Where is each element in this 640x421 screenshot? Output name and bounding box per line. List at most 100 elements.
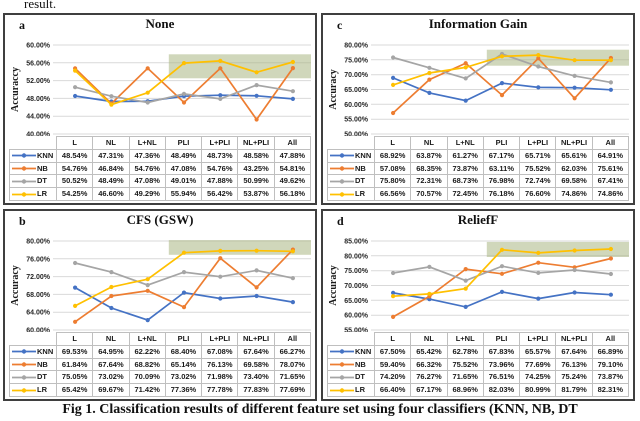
series-name: KNN [37,346,54,356]
data-point-marker [572,73,577,78]
y-tick-label: 85.00% [344,239,369,246]
table-cell: 71.65% [273,370,312,385]
table-cell: 65.71% [519,148,557,163]
column-header: L+PLI [201,332,239,346]
table-cell: 76.51% [482,370,521,385]
table-cell: 69.58% [555,174,593,189]
table-row: DT 75.80% 72.31% 68.73% 76.98% 72.74% 69.58% 67… [327,174,630,189]
table-cell: 79.10% [591,357,630,372]
panel-d: d ReliefF Accuracy 85.00% 80.00% 75.00% 70.0… [321,209,635,401]
line-chart: Accuracy 80.00% 75.00% 70.00% 65.00% 60.00% 55… [328,43,629,139]
table-cell: 68.35% [410,161,448,176]
blank-cell [328,333,375,346]
data-point-marker [572,248,577,253]
data-point-marker [536,64,541,69]
table-cell: 74.25% [519,370,557,385]
data-point-marker [463,61,468,66]
data-point-marker [254,285,259,290]
data-point-marker [145,288,150,293]
table-cell: 72.31% [410,174,448,189]
table-cell: 66.89% [591,344,630,359]
data-point-marker [608,256,613,261]
table-cell: 76.27% [410,370,448,385]
data-point-marker [145,283,150,288]
series-name: LR [355,385,365,395]
column-header: NL+PLI [237,332,275,346]
table-header-row: L NL L+NL PLI L+PLI NL+PLI All [10,332,312,346]
legend-key-icon [12,179,36,184]
data-point-marker [254,93,259,98]
data-point-marker [109,293,114,299]
legend-cell: NB [9,161,57,176]
data-point-marker [254,293,259,299]
legend-key-icon [12,387,36,393]
table-cell: 55.94% [164,187,203,201]
data-point-marker [499,93,505,98]
column-header: L+PLI [519,332,557,346]
data-point-marker [499,264,505,269]
table-cell: 76.98% [482,174,521,189]
table-cell: 65.57% [519,344,557,359]
figure-1-panels: a None Accuraccy 60.00% 56.00% 52.00% 48.00%… [3,13,635,401]
table-row: LR 65.42% 69.67% 71.42% 77.36% 77.78% 77.83% 77… [9,383,312,397]
data-point-marker [427,77,432,82]
series-name: LR [37,189,47,199]
table-cell: 76.13% [201,357,239,372]
table-cell: 54.76% [128,161,166,176]
table-cell: 68.40% [164,344,203,359]
data-point-marker [391,314,396,319]
chart-title: ReliefF [457,212,499,227]
panel-letter: b [19,214,26,228]
series-name: NB [355,359,366,369]
column-header: L [373,332,412,346]
table-cell: 63.87% [410,148,448,163]
y-tick-label: 55.00% [344,117,369,124]
y-tick-label: 56.00% [26,60,51,67]
table-cell: 76.60% [519,187,557,201]
column-header: NL [92,332,130,346]
table-cell: 66.56% [373,187,412,201]
data-point-marker [109,94,114,99]
y-tick-label: 80.00% [26,239,51,246]
table-cell: 54.25% [55,187,94,201]
data-point-marker [181,91,187,96]
legend-key-icon [12,153,36,158]
table-row: LR 54.25% 46.60% 49.29% 55.94% 56.42% 53.87% 56… [9,187,312,201]
table-cell: 65.42% [410,344,448,359]
legend-cell: LR [9,187,57,201]
table-area: L NL L+NL PLI L+PLI NL+PLI All KNN 68.92% 63.87% 6… [327,136,630,201]
y-tick-label: 80.00% [344,43,369,50]
y-tick-label: 60.00% [344,102,369,109]
legend-key-icon [330,179,354,184]
table-cell: 82.31% [591,383,630,397]
data-point-marker [218,296,223,301]
y-axis-label: Accuracy [328,69,339,110]
data-point-marker [290,89,295,94]
highlight-region [486,241,629,257]
table-cell: 73.87% [446,161,484,176]
legend-cell: DT [9,174,57,189]
legend-cell: KNN [9,344,57,359]
data-table: L NL L+NL PLI L+PLI NL+PLI All KNN 69.53% 64.95% 6… [9,332,312,397]
table-cell: 76.13% [555,357,593,372]
series-name: DT [355,176,365,186]
table-cell: 77.83% [237,383,275,397]
table-area: L NL L+NL PLI L+PLI NL+PLI All KNN 67.50% 65.42% 6… [327,332,630,397]
table-cell: 78.07% [273,357,312,372]
data-point-marker [254,268,259,273]
table-cell: 74.86% [555,187,593,201]
table-cell: 67.64% [237,344,275,359]
data-point-marker [463,267,468,272]
data-point-marker [145,66,150,71]
table-cell: 67.64% [92,357,130,372]
data-point-marker [499,271,505,276]
data-point-marker [499,81,505,86]
series-name: NB [37,359,48,369]
legend-key-icon [330,349,354,354]
y-tick-label: 72.00% [26,274,51,281]
table-cell: 61.27% [446,148,484,163]
y-tick-label: 64.00% [26,310,51,317]
data-point-marker [290,66,295,71]
table-cell: 48.49% [164,148,203,163]
data-point-marker [109,270,114,275]
